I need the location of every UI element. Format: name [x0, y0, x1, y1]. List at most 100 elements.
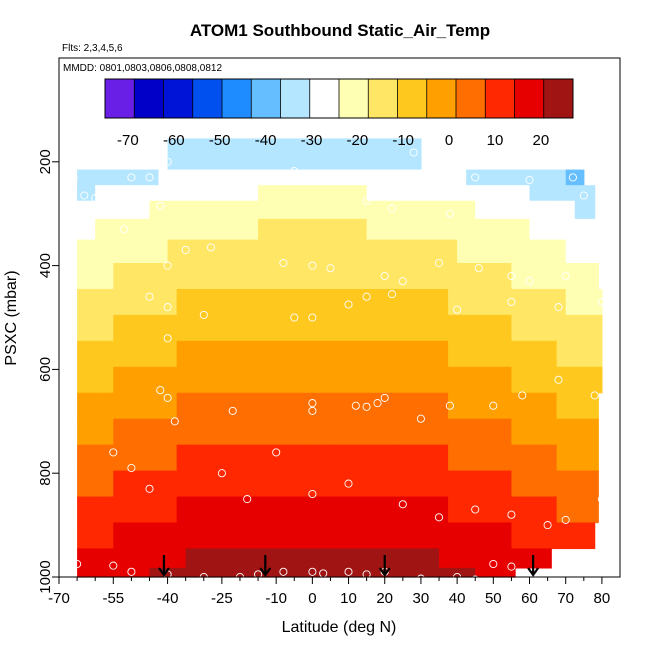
- heatmap-cell: [574, 366, 585, 394]
- heatmap-cell: [185, 200, 196, 220]
- heatmap-cell: [475, 366, 485, 394]
- observation-point: [387, 204, 397, 213]
- heatmap-cell: [429, 418, 440, 446]
- heatmap-cell: [203, 567, 214, 578]
- heatmap-cell: [203, 418, 214, 446]
- heatmap-cell: [511, 314, 522, 342]
- heatmap-cell: [583, 522, 594, 550]
- heatmap-cell: [457, 444, 467, 472]
- heatmap-cell: [448, 470, 458, 498]
- heatmap-cell: [122, 567, 132, 578]
- observation-point: [489, 559, 498, 569]
- heatmap-cell: [312, 169, 322, 186]
- heatmap-cell: [212, 340, 223, 368]
- heatmap-cell: [493, 200, 503, 220]
- heatmap-cell: [86, 392, 96, 420]
- heatmap-cell: [556, 340, 567, 368]
- observation-point: [507, 297, 516, 306]
- heatmap-cell: [402, 340, 413, 368]
- heatmap-cell: [429, 366, 440, 394]
- heatmap-cell: [484, 169, 494, 186]
- heatmap-cell: [149, 218, 160, 241]
- heatmap-cell: [547, 169, 558, 186]
- flight-arrow: [527, 555, 540, 577]
- heatmap-cell: [167, 496, 178, 524]
- heatmap-cell: [384, 567, 395, 578]
- observation-point: [156, 201, 165, 210]
- heatmap-cell: [303, 522, 313, 550]
- heatmap-cell: [294, 444, 304, 472]
- heatmap-cell: [176, 567, 187, 578]
- observation-point: [228, 406, 237, 415]
- heatmap-cell: [402, 263, 413, 290]
- heatmap-cell: [511, 418, 522, 446]
- heatmap-cell: [520, 470, 531, 498]
- heatmap-cell: [113, 470, 123, 498]
- heatmap-cell: [312, 218, 322, 241]
- heatmap-cell: [384, 200, 395, 220]
- heatmap-cell: [475, 218, 485, 241]
- heatmap-cell: [592, 314, 603, 342]
- heatmap-cell: [565, 218, 576, 241]
- colorbar-tick-label: -50: [209, 132, 231, 149]
- heatmap-cell: [538, 314, 549, 342]
- heatmap-cell: [583, 185, 594, 202]
- heatmap-cell: [104, 470, 114, 498]
- colorbar-tick-label: -60: [163, 132, 185, 149]
- heatmap-cell: [411, 392, 422, 420]
- heatmap-cell: [457, 567, 467, 578]
- heatmap-cell: [366, 340, 377, 368]
- heatmap-cell: [194, 418, 205, 446]
- heatmap-cell: [556, 392, 567, 420]
- heatmap-cell: [294, 567, 304, 578]
- heatmap-cell: [484, 263, 494, 290]
- heatmap-cell: [131, 340, 142, 368]
- heatmap-cell: [321, 496, 332, 524]
- heatmap-cell: [402, 392, 413, 420]
- colorbar-tick-label: 0: [445, 132, 453, 149]
- heatmap-cell: [402, 239, 413, 264]
- heatmap-cell: [212, 185, 223, 202]
- heatmap-cell: [411, 522, 422, 550]
- heatmap-cell: [592, 392, 599, 420]
- heatmap-cell: [303, 340, 313, 368]
- heatmap-cell: [375, 444, 386, 472]
- heatmap-cell: [511, 169, 522, 186]
- heatmap-cell: [339, 239, 350, 264]
- heatmap-cell: [574, 288, 585, 316]
- heatmap-cell: [239, 522, 250, 550]
- heatmap-cell: [339, 200, 350, 220]
- heatmap-cell: [348, 522, 359, 550]
- heatmap-cell: [538, 169, 549, 186]
- heatmap-cell: [357, 418, 368, 446]
- heatmap-cell: [357, 392, 368, 420]
- heatmap-cell: [366, 444, 377, 472]
- heatmap-cell: [529, 522, 540, 550]
- observation-point: [109, 201, 118, 210]
- observation-point: [518, 391, 527, 400]
- heatmap-cell: [502, 392, 513, 420]
- heatmap-cell: [185, 548, 196, 569]
- heatmap-cell: [294, 418, 304, 446]
- heatmap-cell: [267, 314, 277, 342]
- observation-point: [380, 393, 389, 402]
- heatmap-cell: [484, 366, 494, 394]
- heatmap-cell: [511, 185, 522, 202]
- heatmap-cell: [276, 218, 286, 241]
- colorbar-swatch: [485, 79, 515, 118]
- heatmap-cell: [86, 185, 96, 202]
- heatmap-cell: [493, 470, 503, 498]
- heatmap-cell: [77, 548, 87, 569]
- heatmap-cell: [457, 392, 467, 420]
- heatmap-cell: [86, 200, 96, 220]
- heatmap-cell: [239, 263, 250, 290]
- heatmap-cell: [339, 496, 350, 524]
- heatmap-cell: [122, 340, 132, 368]
- y-tick-label: 800: [37, 461, 54, 486]
- heatmap-cell: [294, 470, 304, 498]
- heatmap-cell: [285, 314, 295, 342]
- heatmap-cell: [212, 548, 223, 569]
- colorbar: -70 -60 -50 -40 -30 -20 -10 0 10 20: [104, 78, 574, 149]
- heatmap-cell: [312, 138, 322, 171]
- observation-point: [561, 515, 570, 524]
